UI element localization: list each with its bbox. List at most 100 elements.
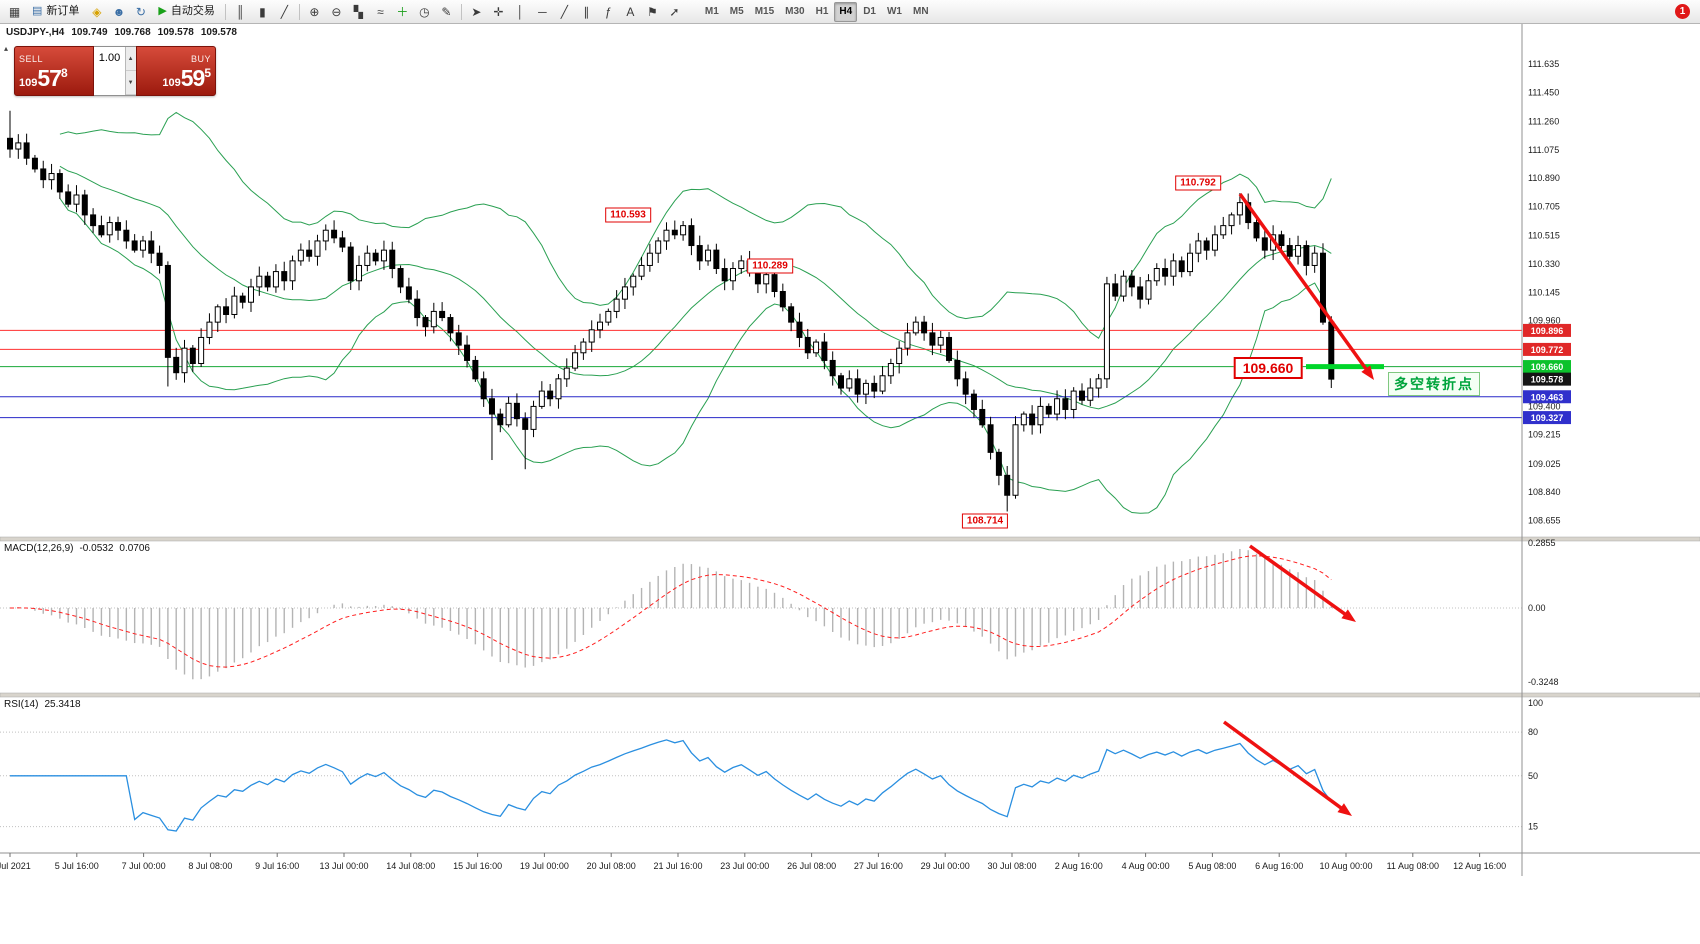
new-order-button[interactable]: ▤ 新订单 — [26, 2, 85, 22]
trend-arrow[interactable] — [1222, 720, 1352, 816]
toolbar-separator — [460, 3, 462, 20]
svg-text:110.330: 110.330 — [1528, 259, 1560, 269]
notification-badge[interactable]: 1 — [1675, 4, 1690, 19]
toolbar-separator — [298, 3, 300, 20]
cursor-icon[interactable]: ➤ — [466, 2, 487, 22]
timeframe-h1[interactable]: H1 — [811, 2, 834, 22]
svg-text:26 Jul 08:00: 26 Jul 08:00 — [787, 861, 836, 871]
toolbar-group-left: ◈ ☻ ↻ — [86, 2, 151, 22]
zoom-in-icon[interactable]: ⊕ — [304, 2, 325, 22]
svg-text:15: 15 — [1528, 822, 1538, 832]
timeframe-m30[interactable]: M30 — [780, 2, 809, 22]
label-icon[interactable]: ⚑ — [642, 2, 663, 22]
horizontal-line-icon[interactable]: ─ — [532, 2, 553, 22]
time-axis: 2 Jul 2021 5 Jul 16:00 7 Jul 00:00 8 Jul 08… — [0, 853, 1506, 871]
tile-windows-icon[interactable]: ▚ — [348, 2, 369, 22]
svg-text:110.890: 110.890 — [1528, 173, 1560, 183]
zoom-out-icon[interactable]: ⊖ — [326, 2, 347, 22]
chart-window-icon[interactable]: ▦ — [4, 2, 25, 22]
svg-text:20 Jul 08:00: 20 Jul 08:00 — [587, 861, 636, 871]
panel-separator[interactable] — [0, 536, 1700, 542]
svg-text:109.463: 109.463 — [1531, 392, 1564, 402]
timeframe-m5[interactable]: M5 — [725, 2, 749, 22]
bollinger-bands — [59, 111, 1332, 514]
toolbar-separator — [224, 3, 226, 20]
timeframe-h4[interactable]: H4 — [834, 1, 858, 22]
trend-arrow[interactable] — [1238, 192, 1374, 380]
svg-text:0.2855: 0.2855 — [1528, 538, 1556, 548]
svg-text:6 Aug 16:00: 6 Aug 16:00 — [1255, 861, 1303, 871]
svg-text:111.260: 111.260 — [1528, 116, 1559, 126]
svg-text:110.705: 110.705 — [1528, 201, 1560, 211]
chart-canvas[interactable]: 111.635 111.450 111.260 111.075 110.890 110.7… — [0, 24, 1700, 944]
bollinger-middle — [59, 165, 1332, 410]
channel-icon[interactable]: ∥ — [576, 2, 597, 22]
svg-text:108.840: 108.840 — [1528, 487, 1561, 497]
svg-text:7 Jul 00:00: 7 Jul 00:00 — [122, 861, 166, 871]
crosshair-icon[interactable]: ✛ — [488, 2, 509, 22]
svg-text:109.896: 109.896 — [1531, 326, 1564, 336]
periods-icon[interactable]: ◷ — [414, 2, 435, 22]
svg-text:2 Aug 16:00: 2 Aug 16:00 — [1055, 861, 1103, 871]
timeframe-w1[interactable]: W1 — [882, 2, 907, 22]
new-order-icon: ▤ — [32, 5, 43, 17]
svg-text:109.327: 109.327 — [1531, 413, 1564, 423]
svg-text:4 Aug 00:00: 4 Aug 00:00 — [1122, 861, 1170, 871]
timeframe-mn[interactable]: MN — [908, 2, 934, 22]
vertical-line-icon[interactable]: │ — [510, 2, 531, 22]
svg-text:0.00: 0.00 — [1528, 603, 1546, 613]
svg-text:111.075: 111.075 — [1528, 145, 1559, 155]
timeframe-m15[interactable]: M15 — [750, 2, 779, 22]
svg-text:10 Aug 00:00: 10 Aug 00:00 — [1319, 861, 1372, 871]
candlestick-chart-icon[interactable]: ▮ — [252, 2, 273, 22]
svg-text:11 Aug 08:00: 11 Aug 08:00 — [1387, 861, 1439, 871]
rsi-line — [10, 739, 1332, 832]
line-chart-icon[interactable]: ╱ — [274, 2, 295, 22]
timeframe-bar: M1 M5 M15 M30 H1 H4 D1 W1 MN — [700, 1, 934, 22]
templates-icon[interactable]: ✎ — [436, 2, 457, 22]
trend-arrow[interactable] — [1248, 544, 1356, 622]
fibonacci-icon[interactable]: ƒ — [598, 2, 619, 22]
trendline-icon[interactable]: ╱ — [554, 2, 575, 22]
svg-text:23 Jul 00:00: 23 Jul 00:00 — [720, 861, 769, 871]
chart-area: 111.635 111.450 111.260 111.075 110.890 110.7… — [0, 24, 1700, 944]
add-chart-icon[interactable]: ＋ — [392, 2, 413, 22]
svg-text:5 Jul 16:00: 5 Jul 16:00 — [55, 861, 99, 871]
auto-trading-button[interactable]: ▶ 自动交易 — [152, 2, 220, 22]
price-tag-109.578: 109.578 — [1523, 372, 1571, 386]
profiles-icon[interactable]: ☻ — [108, 2, 129, 22]
panel-separator[interactable] — [0, 692, 1700, 698]
svg-text:111.635: 111.635 — [1528, 59, 1559, 69]
svg-text:110.515: 110.515 — [1528, 231, 1560, 241]
svg-text:109.578: 109.578 — [1531, 375, 1564, 385]
market-watch-icon[interactable]: ◈ — [86, 2, 107, 22]
toolbar-group-chart-types: ║ ▮ ╱ — [230, 2, 295, 22]
timeframe-d1[interactable]: D1 — [858, 2, 881, 22]
svg-text:108.655: 108.655 — [1528, 516, 1561, 526]
price-tag-109.896: 109.896 — [1523, 323, 1571, 337]
svg-text:2 Jul 2021: 2 Jul 2021 — [0, 861, 31, 871]
svg-text:30 Jul 08:00: 30 Jul 08:00 — [987, 861, 1036, 871]
bar-chart-icon[interactable]: ║ — [230, 2, 251, 22]
auto-trading-label: 自动交易 — [170, 5, 215, 17]
price-tag-109.327: 109.327 — [1523, 411, 1571, 425]
toolbar-group-view: ⊕ ⊖ ▚ ≈ ＋ ◷ ✎ — [304, 2, 457, 22]
svg-text:21 Jul 16:00: 21 Jul 16:00 — [653, 861, 702, 871]
svg-text:-0.3248: -0.3248 — [1528, 677, 1559, 687]
svg-text:109.660: 109.660 — [1531, 362, 1564, 372]
rsi-panel — [0, 731, 1522, 832]
indicators-icon[interactable]: ≈ — [370, 2, 391, 22]
svg-text:5 Aug 08:00: 5 Aug 08:00 — [1188, 861, 1236, 871]
svg-text:13 Jul 00:00: 13 Jul 00:00 — [319, 861, 368, 871]
main-toolbar: ▦ ▤ 新订单 ◈ ☻ ↻ ▶ 自动交易 ║ ▮ ╱ ⊕ ⊖ ▚ ≈ ＋ ◷ ✎ ➤ ✛ │ ─ ╱ ∥ ƒ A ⚑… — [0, 0, 1700, 24]
chart-background[interactable] — [0, 24, 1700, 944]
auto-trading-icon: ▶ — [158, 5, 167, 17]
svg-text:14 Jul 08:00: 14 Jul 08:00 — [386, 861, 435, 871]
bollinger-upper — [59, 111, 1332, 339]
svg-text:12 Aug 16:00: 12 Aug 16:00 — [1453, 861, 1506, 871]
text-icon[interactable]: A — [620, 2, 641, 22]
timeframe-m1[interactable]: M1 — [700, 2, 724, 22]
refresh-icon[interactable]: ↻ — [130, 2, 151, 22]
arrows-icon[interactable]: ➚ — [664, 2, 685, 22]
